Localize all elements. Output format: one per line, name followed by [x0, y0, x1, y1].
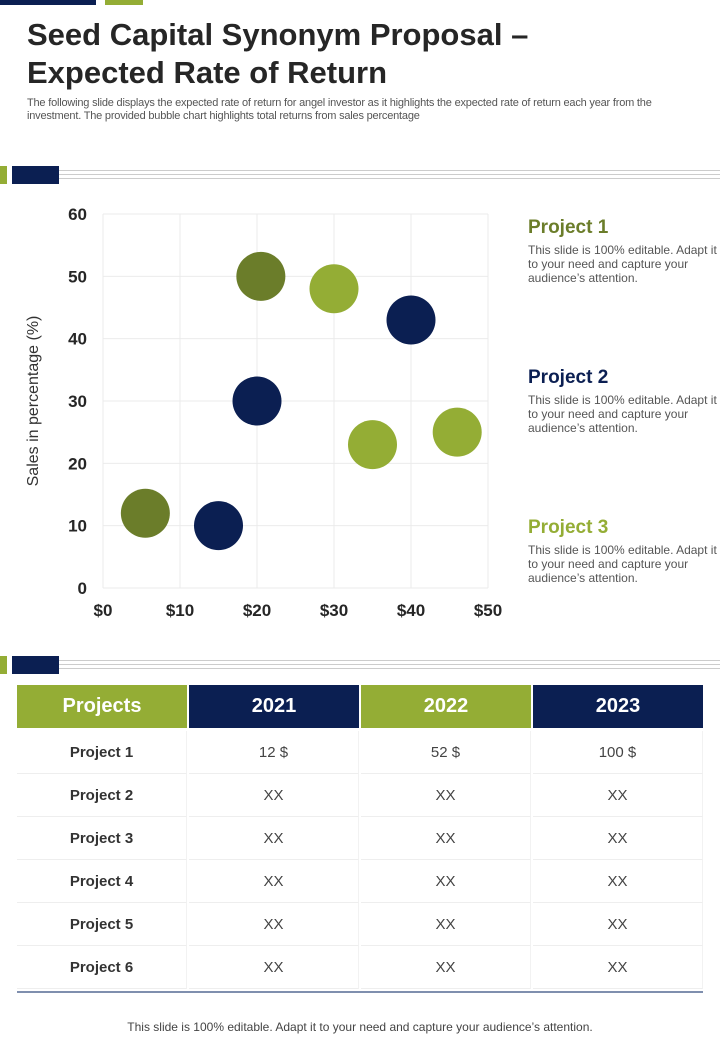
legend-project-1: Project 1 This slide is 100% editable. A… — [528, 217, 718, 285]
value-cell: XX — [533, 817, 703, 860]
y-tick-label: 50 — [68, 267, 87, 286]
section-divider-1 — [0, 166, 720, 184]
value-cell: XX — [533, 860, 703, 903]
value-cell: XX — [361, 860, 531, 903]
bubble-project-3 — [432, 407, 482, 457]
bubble-project-3 — [309, 264, 359, 314]
value-cell: XX — [361, 946, 531, 989]
legend-text: This slide is 100% editable. Adapt it to… — [528, 543, 717, 585]
value-cell: XX — [189, 946, 359, 989]
project-name-cell: Project 2 — [17, 774, 187, 817]
y-tick-label: 60 — [68, 205, 87, 224]
x-tick-label: $0 — [94, 601, 113, 620]
value-cell: 100 $ — [533, 731, 703, 774]
value-cell: XX — [189, 860, 359, 903]
value-cell: 52 $ — [361, 731, 531, 774]
header-projects: Projects — [17, 685, 187, 731]
value-cell: XX — [533, 946, 703, 989]
value-cell: XX — [361, 774, 531, 817]
legend-text: This slide is 100% editable. Adapt it to… — [528, 393, 717, 435]
legend-text: This slide is 100% editable. Adapt it to… — [528, 243, 717, 285]
y-tick-label: 40 — [68, 330, 87, 349]
table-header-row: Projects 2021 2022 2023 — [17, 685, 703, 731]
y-tick-label: 20 — [68, 454, 87, 473]
bubble-project-3 — [348, 420, 397, 470]
top-accent-green — [105, 0, 143, 5]
table-row: Project 6 XX XX XX — [17, 946, 703, 989]
header-2023: 2023 — [533, 685, 703, 731]
bubble-project-2 — [386, 295, 436, 345]
y-axis-label: Sales in percentage (%) — [25, 316, 42, 487]
project-name-cell: Project 1 — [17, 731, 187, 774]
table-row: Project 1 12 $52 $100 $ — [17, 731, 703, 774]
value-cell: XX — [533, 774, 703, 817]
value-cell: 12 $ — [189, 731, 359, 774]
value-cell: XX — [361, 903, 531, 946]
bubble-project-2 — [194, 501, 243, 551]
x-tick-label: $40 — [397, 601, 425, 620]
x-tick-label: $10 — [166, 601, 194, 620]
bubble-chart: 0 10 20 30 40 50 60 $0 $10 $20 $30 $40 $50 Sales in p… — [25, 205, 502, 620]
x-tick-label: $30 — [320, 601, 348, 620]
y-tick-label: 30 — [68, 392, 87, 411]
bubble-project-1 — [236, 251, 286, 301]
table-row: Project 3 XX XX XX — [17, 817, 703, 860]
table-row: Project 2 XX XX XX — [17, 774, 703, 817]
value-cell: XX — [361, 817, 531, 860]
legend-project-3: Project 3 This slide is 100% editable. A… — [528, 517, 718, 585]
table-row: Project 4 XX XX XX — [17, 860, 703, 903]
value-cell: XX — [533, 903, 703, 946]
y-tick-label: 0 — [78, 579, 87, 598]
top-accent-navy — [0, 0, 96, 5]
header-2022: 2022 — [361, 685, 531, 731]
value-cell: XX — [189, 903, 359, 946]
page-subtitle: The following slide displays the expecte… — [27, 97, 652, 122]
project-name-cell: Project 3 — [17, 817, 187, 860]
x-tick-label: $20 — [243, 601, 271, 620]
x-tick-label: $50 — [474, 601, 502, 620]
header-2021: 2021 — [189, 685, 359, 731]
legend-title: Project 2 — [528, 367, 609, 388]
table-bottom-line — [17, 991, 703, 993]
legend-project-2: Project 2 This slide is 100% editable. A… — [528, 367, 718, 435]
returns-table: Projects 2021 2022 2023 Project 1 12 $52 … — [15, 685, 705, 989]
bubble-project-2 — [232, 376, 282, 426]
table-row: Project 5 XX XX XX — [17, 903, 703, 946]
legend-title: Project 3 — [528, 517, 609, 538]
value-cell: XX — [189, 774, 359, 817]
project-name-cell: Project 6 — [17, 946, 187, 989]
value-cell: XX — [189, 817, 359, 860]
footer-note: This slide is 100% editable. Adapt it to… — [127, 1020, 593, 1034]
legend-title: Project 1 — [528, 217, 609, 238]
project-name-cell: Project 5 — [17, 903, 187, 946]
y-tick-label: 10 — [68, 517, 87, 536]
section-divider-2 — [0, 656, 720, 674]
bubble-project-1 — [120, 488, 170, 538]
project-name-cell: Project 4 — [17, 860, 187, 903]
page-title: Seed Capital Synonym Proposal – Expected… — [27, 17, 529, 90]
